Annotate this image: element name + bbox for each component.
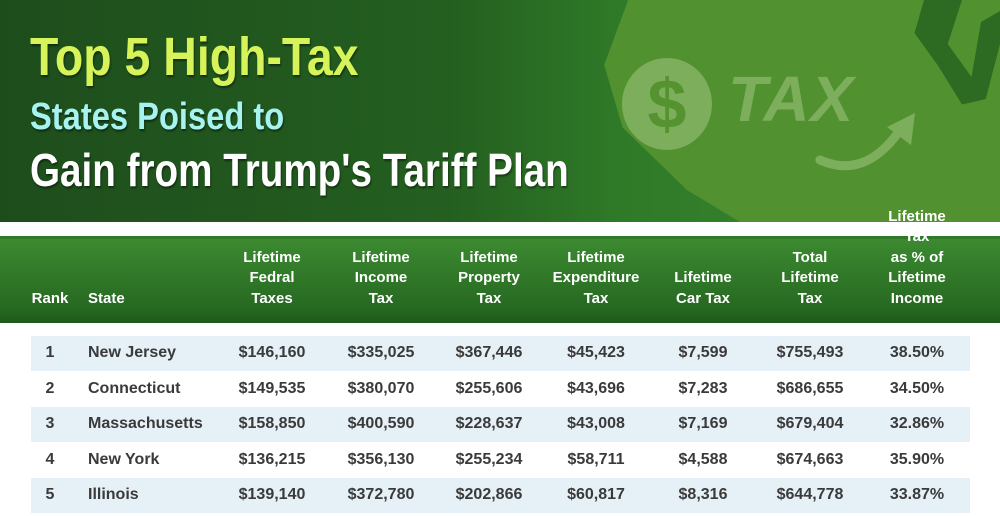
cell-state: Illinois [88,486,139,504]
column-header-expenditure-tax: Lifetime Expenditure Tax [553,248,640,310]
header-line: Tax [797,289,823,307]
column-header-total-tax: Total Lifetime Tax [781,248,839,310]
header-line: Lifetime [674,269,732,286]
cell-rank: 5 [45,486,55,504]
column-header-income-tax: Lifetime Income Tax [352,248,410,310]
cell-income-tax: $400,590 [347,415,415,433]
cell-expenditure-tax: $45,423 [567,344,625,361]
cell-income-tax: $356,130 [347,450,415,468]
tax-word-graphic: TAX [728,63,855,135]
cell-rank: 4 [45,450,55,468]
table-row: 3 Massachusetts $158,850 $400,590 $228,637 $4… [31,407,970,443]
header-line: Lifetime [243,248,301,266]
upward-arrow-icon [815,113,915,171]
table-header: Rank State Lifetime Fedral Taxes Lifetime Inco… [0,208,1000,323]
cell-car-tax: $4,588 [678,450,728,468]
cell-income-tax: $335,025 [347,344,415,361]
title-line-1: Top 5 High-Tax [30,27,359,87]
header-line: Total [792,248,828,266]
cell-tax-percent: 34.50% [889,379,945,397]
dollar-symbol: $ [647,65,687,143]
column-header-property-tax: Lifetime Property Tax [458,248,520,310]
cell-rank: 2 [45,379,55,397]
cell-rank: 3 [45,415,55,433]
header-line: Lifetime Income [888,269,946,307]
cell-car-tax: $7,169 [678,415,728,433]
cell-federal-taxes: $136,215 [238,450,306,468]
header-line: Expenditure [552,269,640,286]
cell-property-tax: $367,446 [455,344,523,361]
column-header-car-tax: Lifetime Car Tax [674,268,732,309]
column-header-federal-taxes: Lifetime Fedral Taxes [243,248,301,310]
header-line: State [88,289,125,307]
header-line: Property [458,269,520,286]
cell-federal-taxes: $139,140 [238,486,306,504]
header-line: Lifetime [460,248,518,266]
title-line-2: States Poised to [30,96,285,138]
cell-federal-taxes: $149,535 [238,379,306,397]
cell-car-tax: $7,283 [678,379,728,397]
cell-tax-percent: 32.86% [889,415,945,433]
header-line: Taxes [251,289,293,307]
table-row: 5 Illinois $139,140 $372,780 $202,866 $60,817… [31,478,970,514]
header-line: Tax [476,289,502,307]
cell-tax-percent: 38.50% [889,344,945,361]
header-line: Rank [31,289,69,307]
cell-expenditure-tax: $43,008 [567,415,625,433]
header-line: Tax [368,289,394,307]
cell-expenditure-tax: $60,817 [567,486,625,504]
table-row: 4 New York $136,215 $356,130 $255,234 $58,711… [31,443,970,478]
header-line: Lifetime [352,248,410,266]
cell-income-tax: $380,070 [347,379,415,397]
header-line: Tax [583,289,609,307]
header-line: Lifetime [567,248,625,266]
cell-income-tax: $372,780 [347,486,415,504]
header-line: Income [354,269,408,286]
dollar-badge-icon: $ [622,58,712,150]
column-header-rank: Rank [32,289,69,310]
cell-tax-percent: 35.90% [889,450,945,468]
cell-federal-taxes: $158,850 [238,415,306,433]
cell-expenditure-tax: $43,696 [567,379,625,397]
cell-property-tax: $228,637 [455,415,523,433]
cell-total-tax: $686,655 [776,379,844,397]
table-row: 2 Connecticut $149,535 $380,070 $255,606 $43,… [31,372,970,407]
cell-property-tax: $255,234 [455,450,523,468]
header-line: Car Tax [676,289,730,307]
column-header-tax-percent: Lifetime Tax as % of Lifetime Income [876,207,959,310]
cell-total-tax: $755,493 [776,344,844,361]
cell-tax-percent: 33.87% [889,486,945,504]
header-line: Lifetime Tax [888,207,946,246]
cell-state: New Jersey [88,344,177,361]
cell-car-tax: $8,316 [678,486,728,504]
cell-total-tax: $674,663 [776,450,844,468]
cell-car-tax: $7,599 [678,344,728,361]
column-header-state: State [88,289,125,310]
cell-federal-taxes: $146,160 [238,344,306,361]
cell-total-tax: $644,778 [776,486,844,504]
header-line: as % of [890,248,944,266]
header-banner: $ TAX Top 5 High-Tax States Poised to Ga… [0,0,1000,222]
cell-property-tax: $255,606 [455,379,523,397]
header-line: Fedral [249,269,295,286]
cell-rank: 1 [45,344,55,361]
cell-state: Connecticut [88,379,181,397]
title-line-3: Gain from Trump's Tariff Plan [30,144,569,196]
table-row: 1 New Jersey $146,160 $335,025 $367,446 $45,4… [31,336,970,371]
cell-property-tax: $202,866 [455,486,523,504]
cell-state: Massachusetts [88,415,203,433]
cell-expenditure-tax: $58,711 [567,450,625,468]
cell-total-tax: $679,404 [776,415,844,433]
header-line: Lifetime [781,269,839,286]
cell-state: New York [88,450,160,468]
